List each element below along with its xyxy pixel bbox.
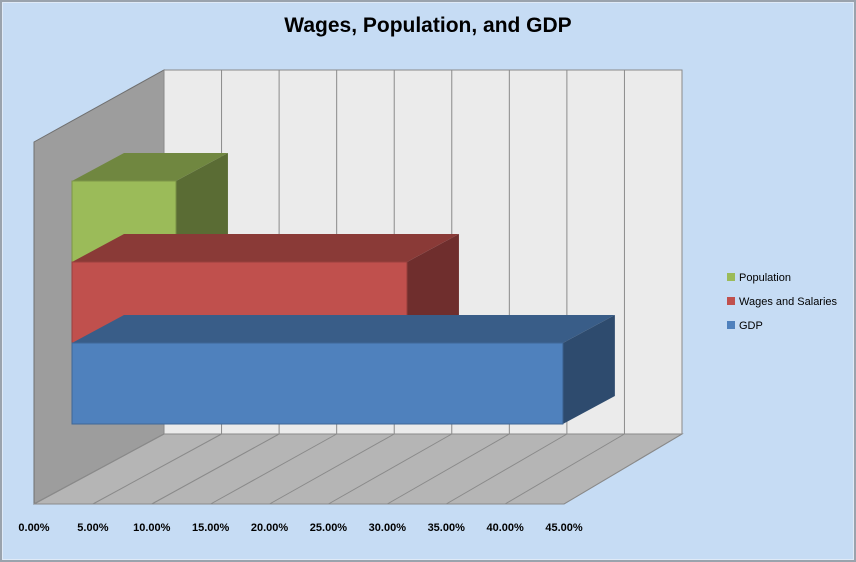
bar-top-wages-and-salaries	[72, 234, 459, 262]
floor-gridline	[210, 433, 337, 505]
floor-gridline	[269, 433, 395, 505]
floor-gridline	[563, 433, 683, 505]
legend-label-wages-and-salaries: Wages and Salaries	[739, 296, 838, 308]
bar-side-gdp	[562, 315, 615, 424]
x-tick-label: 45.00%	[545, 522, 583, 534]
legend-swatch-population	[727, 273, 735, 281]
legend-swatch-wages-and-salaries	[727, 297, 735, 305]
floor-gridline	[151, 433, 280, 505]
legend-label-population: Population	[739, 272, 791, 284]
chart-title: Wages, Population, and GDP	[284, 14, 572, 37]
x-tick-labels: 0.00% 5.00% 10.00% 15.00% 20.00% 25.00% 30.00%…	[18, 522, 582, 534]
x-tick-label: 15.00%	[192, 522, 230, 534]
bar-gdp	[71, 342, 564, 425]
x-tick-label: 20.00%	[251, 522, 289, 534]
bar-top-population	[72, 153, 228, 181]
legend-label-gdp: GDP	[739, 320, 763, 332]
floor-gridline	[328, 433, 453, 505]
bar-top-gdp	[72, 315, 615, 343]
floor-gridline	[387, 433, 510, 505]
legend-swatch-gdp	[727, 321, 735, 329]
x-tick-label: 10.00%	[133, 522, 171, 534]
floor-gridline	[92, 433, 222, 505]
x-tick-label: 25.00%	[310, 522, 348, 534]
x-tick-label: 0.00%	[18, 522, 49, 534]
floor-gridline	[33, 433, 165, 505]
x-tick-label: 35.00%	[428, 522, 466, 534]
x-tick-label: 30.00%	[369, 522, 407, 534]
bars	[71, 153, 615, 425]
floor-gridline	[504, 433, 625, 505]
x-tick-label: 40.00%	[486, 522, 524, 534]
floor-gridline	[445, 433, 568, 505]
x-tick-label: 5.00%	[77, 522, 108, 534]
legend: Population Wages and Salaries GDP	[727, 272, 838, 332]
